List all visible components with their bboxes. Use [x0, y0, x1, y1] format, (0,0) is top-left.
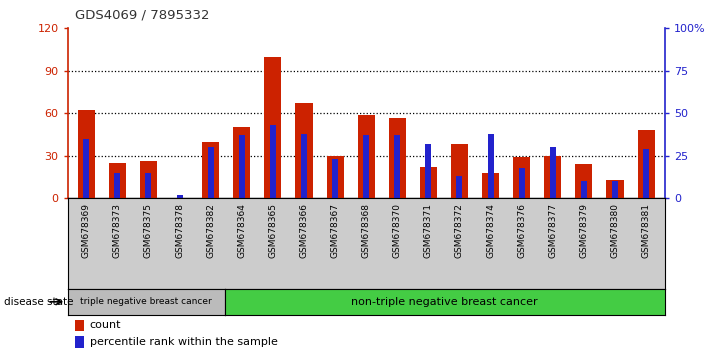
Bar — [451, 144, 468, 198]
Text: GSM678366: GSM678366 — [299, 203, 309, 258]
Text: GSM678364: GSM678364 — [237, 203, 246, 258]
Bar — [301, 134, 307, 198]
Bar — [239, 135, 245, 198]
Bar — [146, 173, 151, 198]
Text: disease state: disease state — [4, 297, 73, 307]
Bar — [114, 173, 120, 198]
Text: GSM678373: GSM678373 — [113, 203, 122, 258]
Text: GSM678378: GSM678378 — [175, 203, 184, 258]
Text: GSM678376: GSM678376 — [517, 203, 526, 258]
Bar — [513, 157, 530, 198]
Text: GSM678380: GSM678380 — [611, 203, 619, 258]
Bar — [612, 181, 618, 198]
Bar — [606, 180, 624, 198]
Text: GSM678372: GSM678372 — [455, 203, 464, 258]
Bar — [581, 181, 587, 198]
Bar — [456, 176, 462, 198]
Bar — [202, 142, 219, 198]
Text: non-triple negative breast cancer: non-triple negative breast cancer — [351, 297, 538, 307]
Text: GSM678370: GSM678370 — [392, 203, 402, 258]
Bar — [643, 149, 649, 198]
Text: percentile rank within the sample: percentile rank within the sample — [90, 337, 277, 347]
Text: GSM678367: GSM678367 — [331, 203, 340, 258]
Bar — [140, 161, 157, 198]
Text: GSM678369: GSM678369 — [82, 203, 91, 258]
Text: GSM678374: GSM678374 — [486, 203, 495, 258]
Bar — [77, 110, 95, 198]
Text: GSM678377: GSM678377 — [548, 203, 557, 258]
Text: GSM678381: GSM678381 — [641, 203, 651, 258]
Bar — [176, 195, 183, 198]
Bar — [575, 164, 592, 198]
Bar — [419, 167, 437, 198]
Text: GSM678368: GSM678368 — [362, 203, 370, 258]
Text: GSM678375: GSM678375 — [144, 203, 153, 258]
Bar — [519, 168, 525, 198]
Bar — [208, 147, 213, 198]
Bar — [358, 115, 375, 198]
Bar — [233, 127, 250, 198]
Bar — [488, 134, 493, 198]
Text: count: count — [90, 320, 121, 330]
Bar — [389, 118, 406, 198]
Text: GDS4069 / 7895332: GDS4069 / 7895332 — [75, 8, 209, 21]
Bar — [109, 163, 126, 198]
Text: GSM678365: GSM678365 — [268, 203, 277, 258]
Bar — [482, 173, 499, 198]
Bar — [550, 147, 556, 198]
Bar — [638, 130, 655, 198]
Text: GSM678382: GSM678382 — [206, 203, 215, 258]
Bar — [295, 103, 313, 198]
Bar — [332, 159, 338, 198]
Bar — [264, 57, 282, 198]
Bar — [544, 156, 562, 198]
Bar — [326, 156, 343, 198]
Bar — [395, 135, 400, 198]
Bar — [363, 135, 369, 198]
Text: triple negative breast cancer: triple negative breast cancer — [80, 297, 212, 306]
Bar — [83, 139, 89, 198]
Bar — [270, 125, 276, 198]
Text: GSM678379: GSM678379 — [579, 203, 589, 258]
Text: GSM678371: GSM678371 — [424, 203, 433, 258]
Bar — [425, 144, 432, 198]
